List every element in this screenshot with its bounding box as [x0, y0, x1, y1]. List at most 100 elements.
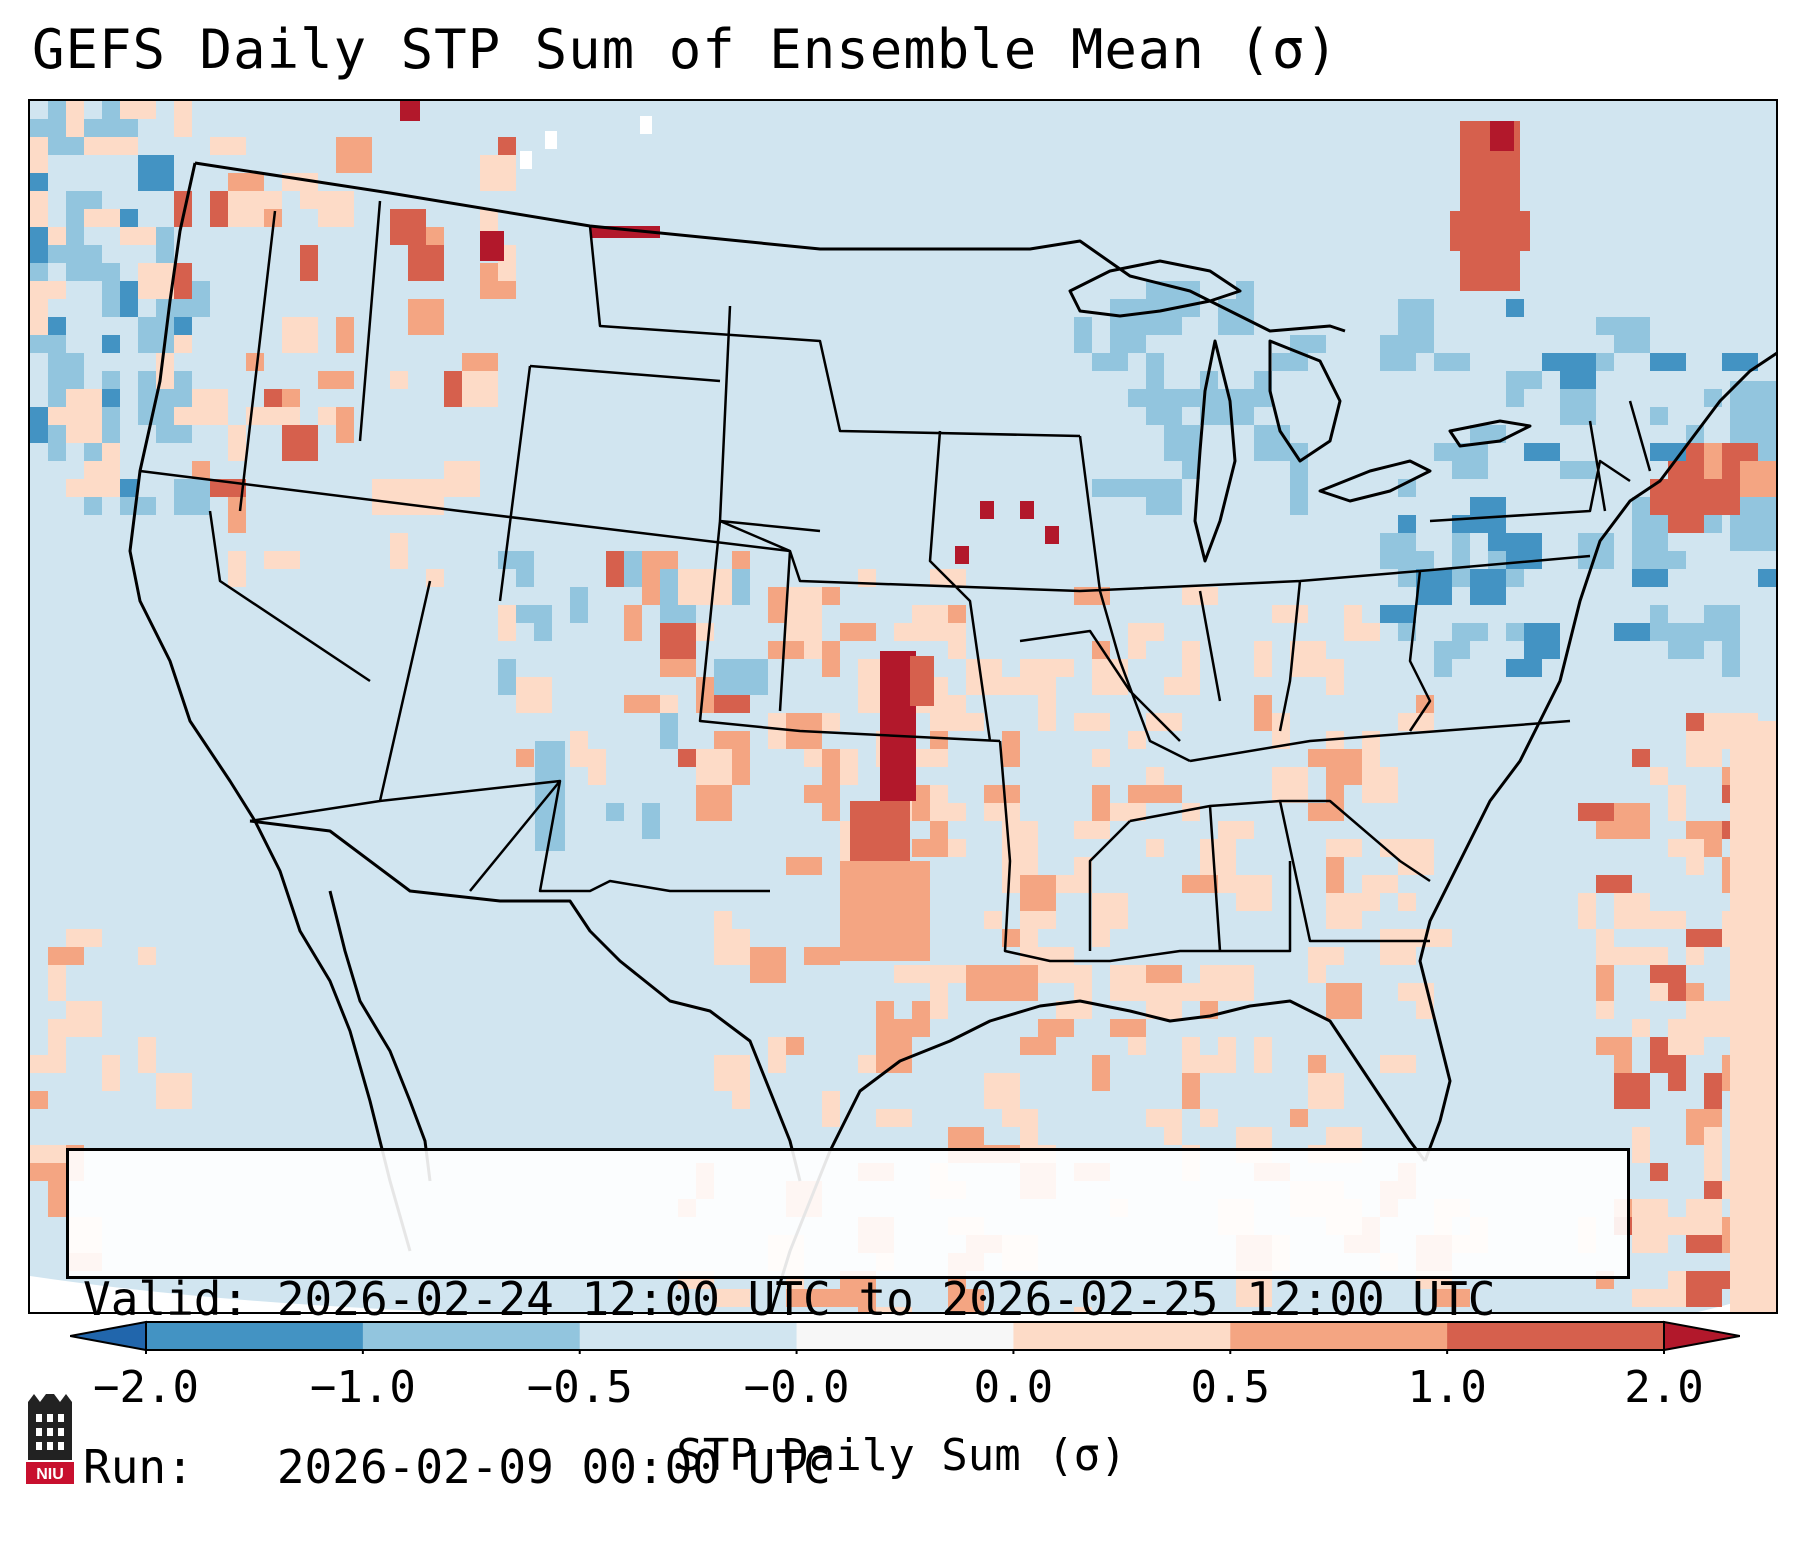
colorbar-segment	[579, 1322, 798, 1350]
stp-cell-atlantic-blue	[1380, 533, 1416, 569]
stp-cell-plains	[966, 659, 1002, 695]
stp-cell-northwest	[246, 407, 264, 425]
stp-cell-texas	[714, 1055, 750, 1091]
stp-cell-gulf	[1146, 1109, 1182, 1127]
stp-cell-pacific-red	[30, 191, 48, 227]
stp-cell-pacific-red	[48, 407, 84, 425]
colorbar-tick-label: −1.0	[309, 1362, 416, 1413]
stp-cell-atlantic-red	[1632, 1289, 1650, 1307]
gulf-coast	[769, 999, 1427, 1312]
baja-peninsula	[328, 890, 432, 1182]
stp-cell-texas	[714, 1289, 750, 1307]
stp-cell-southeast	[1326, 839, 1362, 857]
stp-cell-gulf	[1164, 1127, 1182, 1145]
stp-cell-southeast	[1182, 1037, 1200, 1073]
stp-cell-atlantic-blue	[1524, 623, 1560, 659]
stp-cell-atlantic-blue	[1722, 641, 1740, 677]
stp-cell-atlantic-blue	[1452, 443, 1488, 479]
stp-cell-southeast	[1362, 731, 1380, 767]
stp-cell-atlantic-blue	[1650, 605, 1668, 641]
stp-cell-atlantic-blue	[1506, 371, 1524, 407]
stp-cell-northwest	[300, 191, 318, 209]
stp-cell-northwest	[264, 407, 282, 425]
stp-cell-southeast	[1308, 1055, 1326, 1073]
domain-edge-left	[30, 1276, 452, 1312]
stp-cell-northwest	[282, 317, 318, 353]
stp-cell-texas	[732, 1091, 750, 1109]
stp-cell-atlantic-blue	[1506, 623, 1524, 641]
stp-cell-atlantic-red	[1668, 1073, 1686, 1091]
stp-cell-gulf	[1434, 1289, 1470, 1307]
stp-cell-texas	[804, 947, 840, 965]
stp-cell-southeast	[1380, 1055, 1416, 1073]
stp-cell-lakes	[1146, 407, 1182, 425]
stp-cell-southeast	[1074, 821, 1110, 839]
colorbar-segment	[146, 1322, 364, 1350]
logo-banner	[26, 1462, 74, 1484]
stp-cell-plains	[840, 623, 876, 641]
stp-cell-oklahoma-core	[850, 801, 910, 861]
stp-cell-atlantic-red	[1704, 713, 1722, 731]
stp-cell-lakes	[1290, 335, 1326, 353]
stp-cell-rockies	[714, 695, 750, 713]
run-time-line: Run: 2026-02-09 00:00 UTC	[83, 1440, 831, 1494]
stp-cell-atlantic-red	[1596, 1001, 1614, 1019]
stp-cell-texas	[930, 965, 966, 983]
stp-cell-southeast	[1002, 731, 1020, 767]
stp-cell-southeast	[1074, 965, 1092, 1001]
stp-cell-pacific-blue	[102, 371, 120, 389]
stp-cell-rockies	[660, 695, 678, 713]
stp-cell-plains	[912, 605, 948, 641]
stp-cell-northwest	[264, 389, 282, 407]
stp-cell-pacific-red	[174, 101, 192, 119]
stp-cell-texas	[912, 1001, 930, 1037]
stp-cell-atlantic-blue	[1398, 299, 1434, 335]
stp-cell-atlantic-blue	[1470, 425, 1506, 443]
lake-superior	[1068, 259, 1242, 318]
stp-cell-plains	[948, 605, 966, 623]
stp-cell-atlantic-red	[1686, 713, 1704, 731]
stp-cell-texas	[786, 857, 822, 875]
stp-cell-southeast	[1326, 857, 1344, 893]
stp-cell-rockies	[678, 749, 696, 767]
lake-huron	[1268, 339, 1342, 463]
stp-cell-pacific-blue	[48, 443, 66, 461]
stp-cell-southeast	[1218, 821, 1236, 857]
stp-cell-iowa	[955, 546, 969, 564]
stp-cell-northwest	[336, 317, 354, 353]
stp-cell-quebec-2	[1450, 211, 1530, 251]
stp-cell-pacific-blue	[102, 281, 120, 317]
stp-cell-lakes	[1164, 425, 1200, 443]
stp-cell-northwest	[462, 353, 498, 371]
stp-cell-northwest	[336, 137, 372, 173]
stp-cell-southeast	[1110, 803, 1146, 821]
stp-cell-southeast	[1272, 605, 1308, 623]
stp-cell-atlantic-blue	[1560, 461, 1596, 479]
lake-erie	[1318, 459, 1432, 503]
stp-map	[30, 101, 1776, 1312]
stp-cell-pacific-blue	[120, 497, 156, 515]
stp-cell-texas	[876, 1307, 912, 1312]
stp-cell-northwest	[228, 551, 246, 587]
stp-cell-atlantic-blue	[1488, 533, 1506, 551]
stp-cell-pacific-red	[84, 407, 102, 443]
stp-cell-pacific-blue	[156, 155, 174, 191]
stp-cell-southeast	[1272, 767, 1308, 803]
stp-cell-texas	[822, 1289, 858, 1307]
lake-michigan	[1193, 339, 1237, 563]
stp-cell-plains	[948, 695, 966, 713]
stp-cell-atlantic-red	[1596, 875, 1632, 893]
stp-cell-rockies	[642, 569, 660, 605]
stp-cell-pacific-blue	[120, 209, 138, 227]
stp-cell-nova-scotia	[1686, 443, 1704, 461]
stp-cell-pacific-blue	[138, 371, 156, 389]
stp-cell-plains	[786, 623, 804, 641]
stp-cell-southeast	[1416, 929, 1452, 947]
stp-cell-rockies	[732, 659, 768, 695]
stp-cell-northwest	[318, 191, 354, 227]
stp-cell-pacific-red	[174, 119, 192, 137]
stp-cell-pacific-blue	[156, 227, 174, 245]
stp-cell-northwest	[390, 371, 408, 389]
stp-cell-northwest	[300, 245, 318, 281]
stp-cell-atlantic-blue	[1632, 533, 1650, 551]
